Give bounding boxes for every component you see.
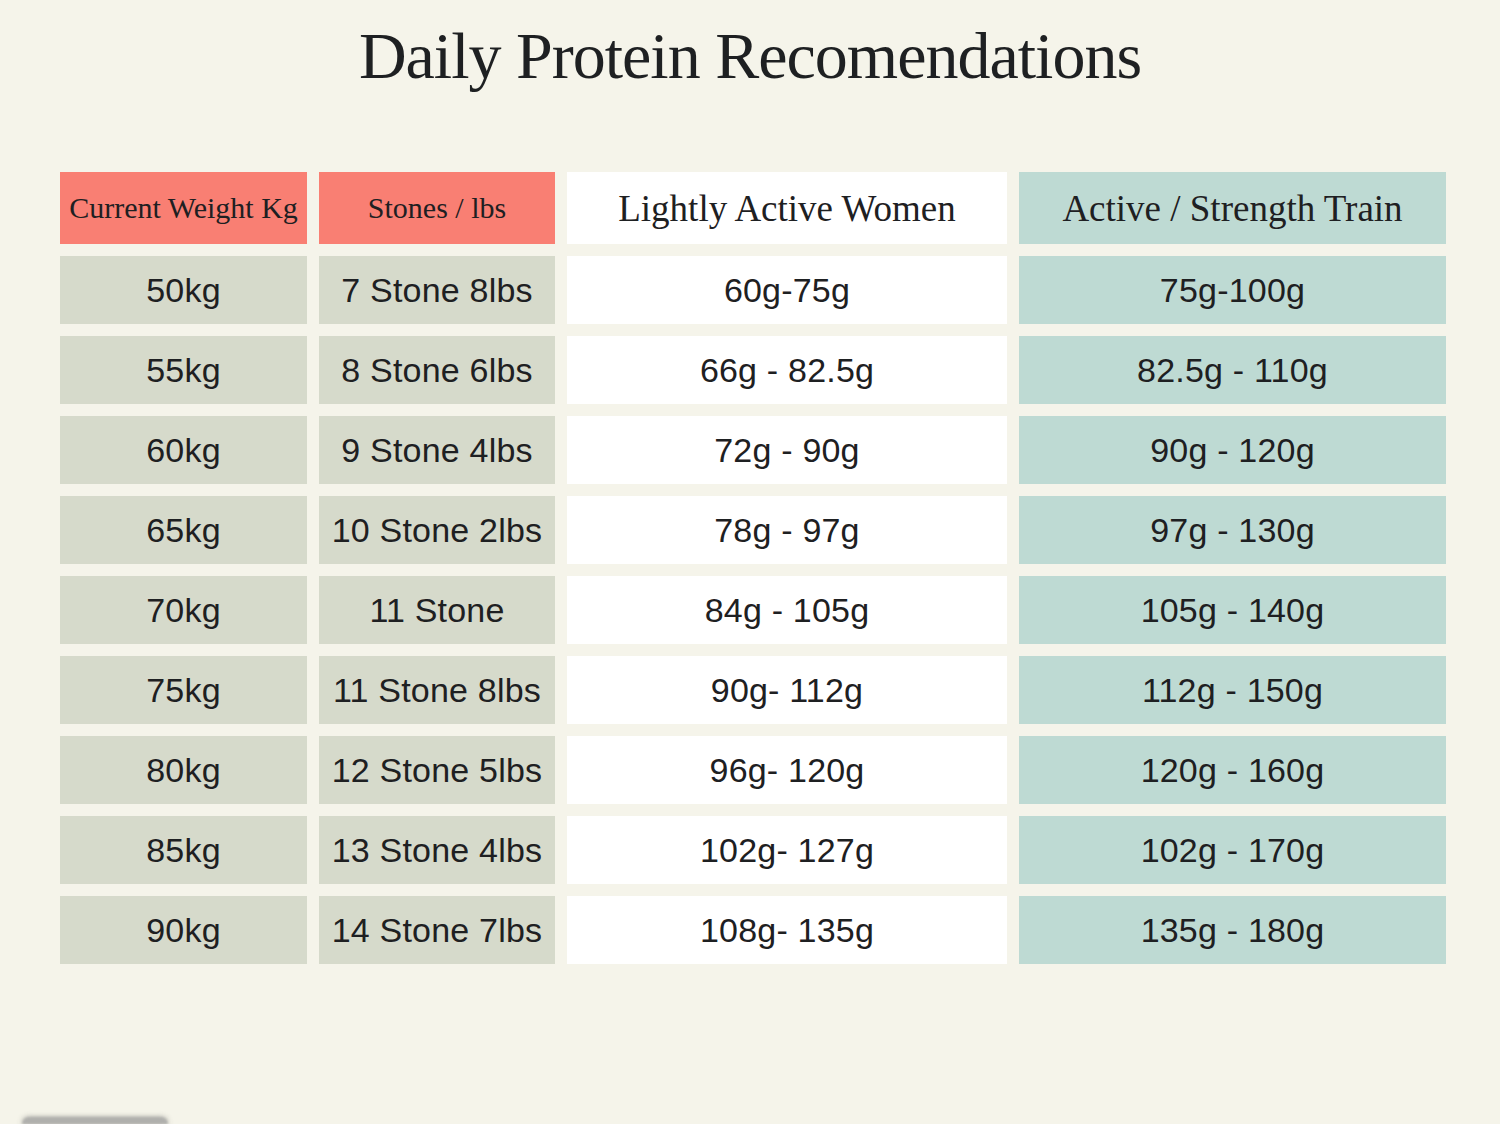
table-cell-current-weight-kg-row6: 75kg <box>60 656 307 724</box>
table-cell-stones-lbs-row4: 10 Stone 2lbs <box>319 496 555 564</box>
column-header-stones-lbs: Stones / lbs <box>319 172 555 244</box>
table-cell-active-strength-train-row4: 97g - 130g <box>1019 496 1446 564</box>
bottom-left-artifact <box>22 1117 168 1124</box>
protein-table: Current Weight Kg Stones / lbs Lightly A… <box>60 172 1446 964</box>
table-cell-current-weight-kg-row9: 90kg <box>60 896 307 964</box>
table-cell-current-weight-kg-row1: 50kg <box>60 256 307 324</box>
column-header-current-weight-kg: Current Weight Kg <box>60 172 307 244</box>
table-cell-lightly-active-women-row7: 96g- 120g <box>567 736 1007 804</box>
table-cell-active-strength-train-row8: 102g - 170g <box>1019 816 1446 884</box>
table-cell-stones-lbs-row1: 7 Stone 8lbs <box>319 256 555 324</box>
table-cell-current-weight-kg-row4: 65kg <box>60 496 307 564</box>
infographic-page: Daily Protein Recomendations Current Wei… <box>0 0 1500 1124</box>
table-cell-stones-lbs-row3: 9 Stone 4lbs <box>319 416 555 484</box>
table-cell-lightly-active-women-row1: 60g-75g <box>567 256 1007 324</box>
table-cell-current-weight-kg-row7: 80kg <box>60 736 307 804</box>
table-cell-stones-lbs-row2: 8 Stone 6lbs <box>319 336 555 404</box>
table-cell-active-strength-train-row2: 82.5g - 110g <box>1019 336 1446 404</box>
table-cell-active-strength-train-row1: 75g-100g <box>1019 256 1446 324</box>
table-cell-stones-lbs-row9: 14 Stone 7lbs <box>319 896 555 964</box>
table-cell-lightly-active-women-row3: 72g - 90g <box>567 416 1007 484</box>
table-cell-current-weight-kg-row3: 60kg <box>60 416 307 484</box>
table-cell-stones-lbs-row7: 12 Stone 5lbs <box>319 736 555 804</box>
table-cell-active-strength-train-row3: 90g - 120g <box>1019 416 1446 484</box>
table-cell-lightly-active-women-row8: 102g- 127g <box>567 816 1007 884</box>
table-cell-active-strength-train-row9: 135g - 180g <box>1019 896 1446 964</box>
table-cell-active-strength-train-row7: 120g - 160g <box>1019 736 1446 804</box>
table-cell-lightly-active-women-row5: 84g - 105g <box>567 576 1007 644</box>
table-cell-lightly-active-women-row4: 78g - 97g <box>567 496 1007 564</box>
page-title: Daily Protein Recomendations <box>0 18 1500 94</box>
table-cell-lightly-active-women-row9: 108g- 135g <box>567 896 1007 964</box>
column-header-lightly-active-women: Lightly Active Women <box>567 172 1007 244</box>
table-cell-lightly-active-women-row2: 66g - 82.5g <box>567 336 1007 404</box>
table-cell-active-strength-train-row6: 112g - 150g <box>1019 656 1446 724</box>
table-cell-stones-lbs-row8: 13 Stone 4lbs <box>319 816 555 884</box>
table-cell-current-weight-kg-row5: 70kg <box>60 576 307 644</box>
table-cell-current-weight-kg-row8: 85kg <box>60 816 307 884</box>
table-cell-lightly-active-women-row6: 90g- 112g <box>567 656 1007 724</box>
table-cell-current-weight-kg-row2: 55kg <box>60 336 307 404</box>
table-cell-active-strength-train-row5: 105g - 140g <box>1019 576 1446 644</box>
column-header-active-strength-train: Active / Strength Train <box>1019 172 1446 244</box>
table-cell-stones-lbs-row6: 11 Stone 8lbs <box>319 656 555 724</box>
table-cell-stones-lbs-row5: 11 Stone <box>319 576 555 644</box>
